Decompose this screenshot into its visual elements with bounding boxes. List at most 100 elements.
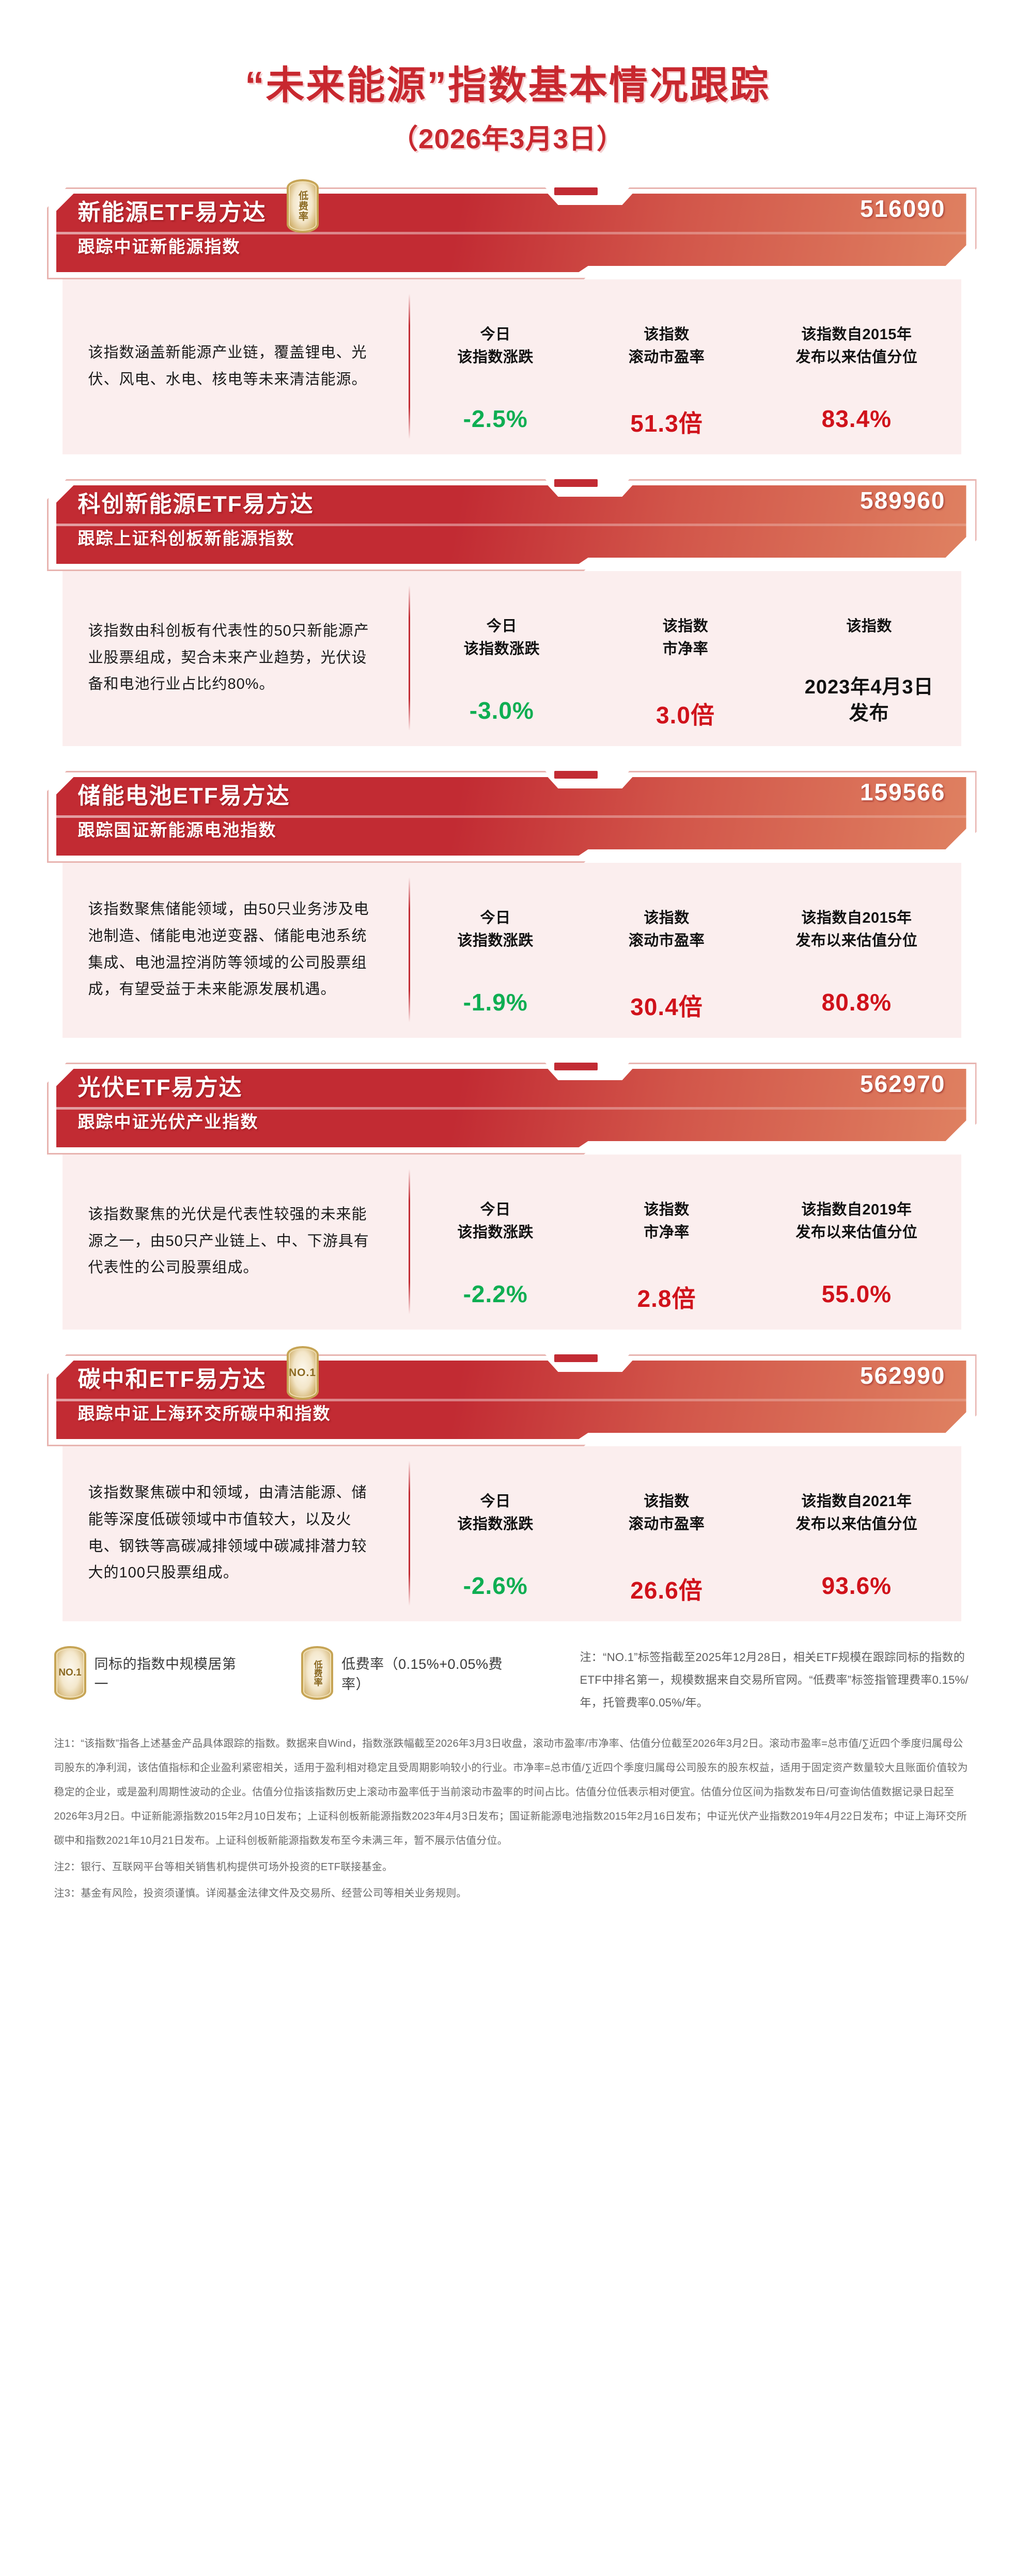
badge-label: NO.1 — [288, 1367, 316, 1379]
metric: 今日 该指数涨跌 -3.0% — [410, 586, 594, 731]
no1-badge-label: NO.1 — [58, 1667, 82, 1678]
banner-outline — [46, 1354, 977, 1446]
metric: 该指数自2015年 发布以来估值分位 80.8% — [752, 877, 961, 1022]
etf-tracked-index: 跟踪国证新能源电池指数 — [77, 820, 277, 840]
etf-tracked-index: 跟踪中证光伏产业指数 — [77, 1112, 259, 1131]
metric-label-line2: 市净率 — [662, 640, 709, 657]
legend-item-label: 低费率（0.15%+0.05%费率） — [341, 1656, 503, 1692]
card-panel: 该指数聚焦碳中和领域，由清洁能源、储能等深度低碳领域中市值较大，以及火电、钢铁等… — [62, 1446, 961, 1621]
metric-label-line1: 该指数 — [644, 1202, 690, 1218]
legend: NO.1 同标的指数中规模居第一 低费率 低费率（0.15%+0.05%费率） … — [22, 1646, 993, 1714]
etf-card: 光伏ETF易方达 562970 跟踪中证光伏产业指数 该指数聚焦的光伏是代表性较强的未… — [22, 1063, 993, 1330]
etf-card: 储能电池ETF易方达 159566 跟踪国证新能源电池指数 该指数聚焦储能领域，由50… — [22, 771, 993, 1038]
metric-value: -1.9% — [463, 989, 528, 1016]
metric-label-line2: 发布以来估值分位 — [795, 1515, 918, 1532]
etf-code: 562970 — [860, 1070, 946, 1097]
metric-label-line2: 该指数涨跌 — [457, 349, 534, 366]
metric-value: 30.4倍 — [630, 993, 703, 1020]
metric-label: 今日 该指数涨跌 — [457, 907, 534, 952]
metric-value: -3.0% — [469, 697, 534, 724]
etf-tracked-index: 跟踪中证新能源指数 — [77, 237, 241, 256]
metric-label: 该指数 滚动市盈率 — [629, 324, 705, 369]
metric: 该指数 2023年4月3日 发布 — [777, 586, 961, 731]
metric-label: 该指数 市净率 — [663, 615, 709, 660]
metric-label: 今日 该指数涨跌 — [457, 324, 534, 369]
etf-tracked-index: 跟踪上证科创板新能源指数 — [77, 529, 295, 548]
no1-badge-icon: NO.1 — [54, 1646, 86, 1700]
metric-label-line1: 该指数 — [644, 326, 690, 343]
badge-label: 低费率 — [297, 191, 308, 222]
banner-body — [56, 777, 966, 856]
card-description-area: 该指数聚焦储能领域，由50只业务涉及电池制造、储能电池逆变器、储能电池系统集成、… — [63, 877, 409, 1022]
banner-sheen — [56, 524, 966, 526]
metric-label-line1: 该指数自2015年 — [801, 910, 912, 926]
banner-notch-icon — [554, 1354, 598, 1362]
metric: 该指数自2021年 发布以来估值分位 93.6% — [752, 1461, 961, 1606]
legend-item-label: 同标的指数中规模居第一 — [94, 1656, 237, 1692]
metric-value: -2.6% — [463, 1572, 528, 1599]
etf-name: 科创新能源ETF易方达 — [77, 492, 314, 517]
card-panel: 该指数由科创板有代表性的50只新能源产业股票组成，契合未来产业趋势，光伏设备和电… — [62, 571, 961, 746]
metric-label: 该指数 滚动市盈率 — [629, 1491, 705, 1536]
banner-outline — [46, 479, 977, 571]
legend-item: 低费率 低费率（0.15%+0.05%费率） — [301, 1646, 518, 1700]
metric: 该指数市净率 3.0倍 — [594, 586, 777, 731]
metric: 今日 该指数涨跌 -2.2% — [410, 1169, 581, 1314]
footnotes: 注1：“该指数”指各上述基金产品具体跟踪的指数。数据来自Wind，指数涨跌幅截至… — [22, 1732, 993, 1906]
legend-item: NO.1 同标的指数中规模居第一 — [54, 1646, 240, 1700]
banner-notch-icon — [554, 187, 598, 195]
no1-badge-icon: NO.1 — [286, 1346, 319, 1400]
metric-value: 26.6倍 — [630, 1577, 703, 1604]
metric-label-line1: 该指数自2021年 — [801, 1493, 912, 1510]
metric-value: 2.8倍 — [637, 1285, 696, 1312]
metric-value: 2023年4月3日 发布 — [804, 676, 934, 724]
metric-label: 今日 该指数涨跌 — [457, 1199, 534, 1244]
metric: 该指数 滚动市盈率 51.3倍 — [581, 294, 752, 439]
card-description: 该指数聚焦的光伏是代表性较强的未来能源之一，由50只产业链上、中、下游具有代表性… — [88, 1206, 369, 1276]
metric: 该指数 滚动市盈率 30.4倍 — [581, 877, 752, 1022]
metric-label-line2: 滚动市盈率 — [628, 1515, 705, 1532]
metric-label: 今日 该指数涨跌 — [464, 615, 540, 660]
page-title: “未来能源”指数基本情况跟踪 — [244, 64, 770, 107]
metric-label-line1: 今日 — [480, 1202, 511, 1218]
metric-value: 55.0% — [821, 1281, 892, 1307]
etf-name: 碳中和ETF易方达 — [77, 1367, 267, 1392]
metric-label: 该指数自2015年 发布以来估值分位 — [795, 324, 917, 369]
metric-label-line2: 该指数涨跌 — [463, 640, 540, 657]
banner-sheen — [56, 815, 966, 818]
card-description: 该指数聚焦碳中和领域，由清洁能源、储能等深度低碳领域中市值较大，以及火电、钢铁等… — [88, 1484, 367, 1582]
card-panel: 该指数聚焦的光伏是代表性较强的未来能源之一，由50只产业链上、中、下游具有代表性… — [62, 1155, 961, 1330]
metric: 该指数 市净率 2.8倍 — [581, 1169, 752, 1314]
metrics-row: 今日 该指数涨跌 -3.0% 该指数 市净率 3.0倍 该指数 2023年4月3日 发布 — [410, 586, 961, 731]
footnote: 注2：银行、互联网平台等相关销售机构提供可场外投资的ETF联接基金。 — [54, 1861, 393, 1873]
metric-label-line1: 该指数 — [662, 618, 709, 635]
banner-notch-icon — [554, 771, 598, 779]
etf-code: 562990 — [860, 1362, 946, 1389]
panel-divider — [408, 294, 410, 439]
metric-label-line2: 发布以来估值分位 — [795, 932, 918, 949]
banner-sheen — [56, 232, 966, 234]
metric-label-line1: 该指数 — [644, 1493, 690, 1510]
banner-outline — [46, 1063, 977, 1155]
metric-label: 该指数 滚动市盈率 — [629, 907, 705, 952]
legend-note: 注：“NO.1”标签指截至2025年12月28日，相关ETF规模在跟踪同标的指数… — [580, 1651, 969, 1709]
metric-label: 今日 该指数涨跌 — [457, 1491, 534, 1536]
metric: 该指数滚动市盈率 26.6倍 — [581, 1461, 752, 1606]
banner-outline — [46, 187, 977, 279]
banner-sheen — [56, 1107, 966, 1110]
card-banner: 储能电池ETF易方达 159566 跟踪国证新能源电池指数 — [46, 771, 977, 890]
banner-body — [56, 485, 966, 564]
metric-label-line1: 该指数自2015年 — [801, 326, 912, 343]
metric-label-line2: 该指数涨跌 — [457, 1224, 534, 1241]
card-description: 该指数涵盖新能源产业链，覆盖锂电、光伏、风电、水电、核电等未来清洁能源。 — [88, 344, 367, 388]
card-banner: 碳中和ETF易方达 562990 跟踪中证上海环交所碳中和指数 NO.1 — [46, 1346, 977, 1473]
metric: 该指数自2015年 发布以来估值分位 83.4% — [752, 294, 961, 439]
footnote: 注3：基金有风险，投资须谨慎。详阅基金法律文件及交易所、经营公司等相关业务规则。 — [54, 1888, 467, 1899]
card-description-area: 该指数聚焦的光伏是代表性较强的未来能源之一，由50只产业链上、中、下游具有代表性… — [63, 1169, 409, 1314]
metric-label: 该指数自2021年 发布以来估值分位 — [795, 1491, 917, 1536]
banner-body — [56, 194, 966, 272]
etf-code: 516090 — [860, 195, 946, 222]
card-description-area: 该指数聚焦碳中和领域，由清洁能源、储能等深度低碳领域中市值较大，以及火电、钢铁等… — [63, 1461, 409, 1606]
metric-value: 80.8% — [821, 989, 892, 1016]
metric-value: 3.0倍 — [656, 702, 715, 729]
